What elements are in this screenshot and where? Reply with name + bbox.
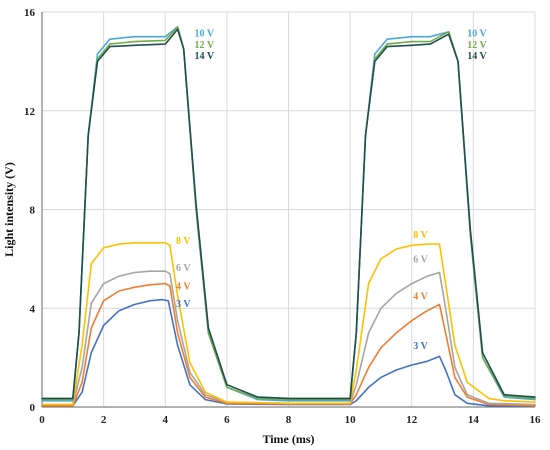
x-tick-label: 14 — [468, 414, 480, 426]
series-label-6-v: 6 V — [176, 263, 191, 274]
axes — [41, 12, 535, 408]
series-line-4-v — [41, 282, 536, 407]
series-label-8-v: 8 V — [176, 236, 191, 247]
y-tick-label: 16 — [24, 7, 36, 19]
y-tick-label: 4 — [30, 303, 36, 315]
series-label-10-v: 10 V — [467, 29, 487, 40]
x-tick-label: 6 — [224, 414, 230, 426]
series-label-3-v: 3 V — [413, 341, 428, 352]
x-tick-label: 8 — [286, 414, 292, 426]
series-label-14-v: 14 V — [195, 51, 215, 62]
x-tick-label: 10 — [345, 414, 357, 426]
y-tick-label: 12 — [24, 106, 36, 118]
grid — [42, 11, 536, 407]
series-line-8-v — [41, 242, 536, 406]
series-label-14-v: 14 V — [467, 51, 487, 62]
series-label-6-v: 6 V — [413, 255, 428, 266]
x-tick-label: 2 — [101, 414, 107, 426]
x-tick-label: 16 — [530, 414, 542, 426]
series-labels: 3 V3 V4 V4 V6 V6 V8 V8 V10 V 10 V12 V 12 V… — [176, 29, 487, 352]
y-tick-label: 0 — [30, 402, 36, 414]
x-tick-label: 12 — [406, 414, 418, 426]
series-label-4-v: 4 V — [413, 292, 428, 303]
series-line-14-v — [41, 28, 536, 400]
tick-labels: 0 2 4 6 8 10 12 14 16 0 4 8 12 16 — [24, 7, 541, 426]
y-axis-title: Light intensity (V) — [2, 162, 16, 257]
series-label-3-v: 3 V — [176, 299, 191, 310]
x-tick-label: 0 — [39, 414, 45, 426]
series-label-8-v: 8 V — [413, 230, 428, 241]
series-label-12-v: 12 V — [467, 40, 487, 51]
x-axis-title: Time (ms) — [262, 432, 314, 446]
series-label-10-v: 10 V — [195, 29, 215, 40]
x-tick-label: 4 — [163, 414, 169, 426]
series-lines — [41, 26, 536, 407]
y-tick-label: 8 — [30, 205, 36, 217]
series-label-12-v: 12 V — [195, 40, 215, 51]
series-label-4-v: 4 V — [176, 282, 191, 293]
